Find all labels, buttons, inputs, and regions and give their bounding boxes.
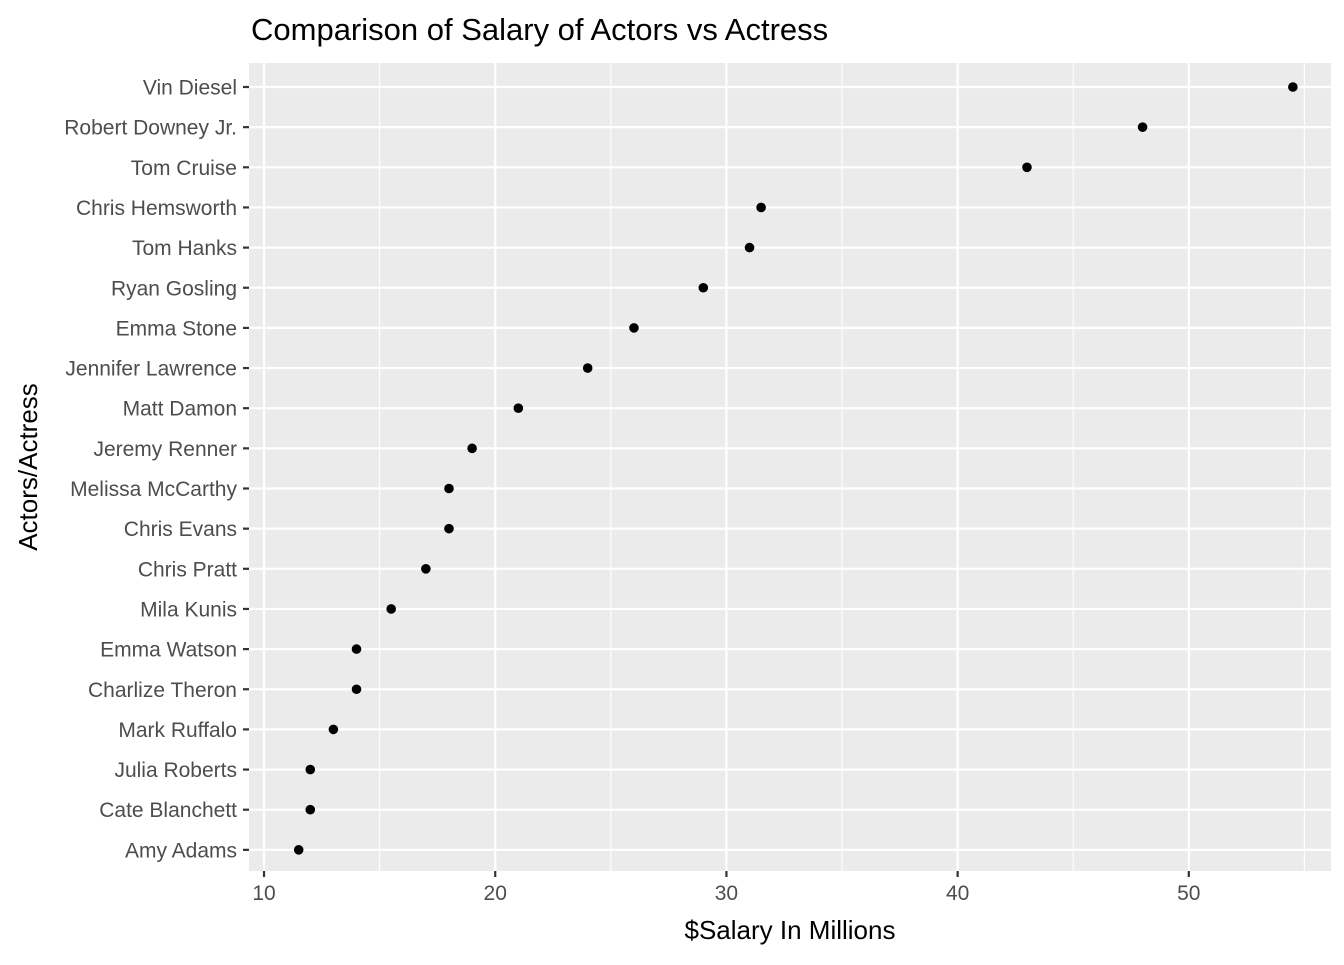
data-point — [386, 604, 396, 614]
data-point — [629, 323, 639, 333]
y-axis: Amy Adams Cate Blanchett Julia Roberts Mark… — [64, 77, 249, 862]
x-tick-label: 40 — [946, 882, 969, 905]
y-tick-label: Chris Hemsworth — [76, 197, 237, 220]
data-point — [467, 443, 477, 454]
x-tick-label: 10 — [252, 882, 275, 905]
data-point — [351, 684, 362, 695]
data-point — [1137, 122, 1148, 132]
y-tick-label: Robert Downey Jr. — [64, 117, 237, 140]
data-point — [444, 523, 454, 534]
y-tick-label: Mila Kunis — [140, 598, 237, 621]
y-tick-label: Tom Hanks — [132, 237, 237, 260]
data-point — [328, 724, 339, 735]
y-tick-label: Amy Adams — [125, 839, 237, 862]
y-tick-label: Jeremy Renner — [93, 438, 237, 461]
data-point — [351, 644, 362, 654]
data-points — [293, 82, 1298, 855]
minor-gridlines — [379, 63, 1305, 871]
data-point — [444, 483, 454, 494]
data-point — [744, 242, 755, 253]
chart-title: Comparison of Salary of Actors vs Actres… — [251, 12, 828, 47]
y-tick-label: Chris Pratt — [138, 558, 237, 581]
data-point — [1288, 82, 1298, 92]
data-point — [1022, 162, 1032, 173]
x-axis-title: $Salary In Millions — [685, 915, 896, 945]
plot-panel — [249, 63, 1331, 871]
x-tick-label: 50 — [1177, 882, 1200, 905]
major-gridlines — [249, 63, 1331, 871]
x-tick-label: 30 — [715, 882, 738, 905]
y-tick-label: Charlize Theron — [88, 679, 237, 702]
data-point — [305, 804, 316, 815]
y-tick-label: Tom Cruise — [131, 157, 237, 180]
data-point — [698, 282, 709, 293]
y-axis-title: Actors/Actress — [13, 383, 43, 551]
y-tick-label: Chris Evans — [124, 518, 237, 541]
data-point — [421, 564, 431, 574]
data-point — [513, 403, 524, 414]
data-point — [582, 363, 593, 373]
data-point — [756, 202, 766, 213]
y-tick-label: Julia Roberts — [114, 759, 237, 782]
y-tick-label: Ryan Gosling — [111, 277, 237, 300]
y-tick-label: Matt Damon — [123, 398, 237, 421]
data-point — [305, 764, 316, 775]
y-tick-label: Emma Watson — [100, 639, 237, 662]
y-tick-label: Mark Ruffalo — [118, 719, 237, 742]
x-tick-label: 20 — [484, 882, 507, 905]
y-tick-label: Melissa McCarthy — [70, 478, 237, 501]
data-point — [293, 845, 304, 855]
y-tick-label: Cate Blanchett — [99, 799, 237, 822]
y-tick-label: Vin Diesel — [143, 77, 237, 100]
y-tick-label: Emma Stone — [116, 317, 237, 340]
x-axis: 10 20 30 40 50 — [252, 871, 1200, 905]
y-tick-label: Jennifer Lawrence — [65, 358, 237, 381]
